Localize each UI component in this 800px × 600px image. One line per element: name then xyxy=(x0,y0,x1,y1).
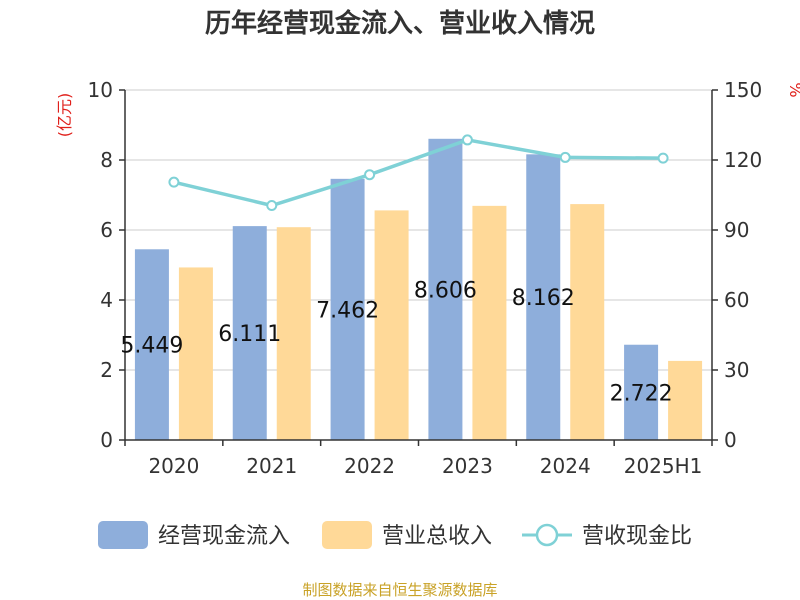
left-tick-label-3: 6 xyxy=(100,218,113,242)
bar-cash-inflow-2021 xyxy=(232,226,267,440)
ratio-point-2025H1 xyxy=(657,152,669,164)
x-tick-label-2021: 2021 xyxy=(246,454,297,478)
legend: 经营现金流入 营业总收入 营收现金比 xyxy=(98,521,692,549)
chart-title: 历年经营现金流入、营业收入情况 xyxy=(205,8,595,39)
data-labels: 5.449 6.111 7.462 8.606 8.162 2.722 xyxy=(120,278,672,406)
x-tick-label-2023: 2023 xyxy=(442,454,493,478)
bar-revenue-2024 xyxy=(570,204,605,440)
legend-swatch-cash-inflow xyxy=(98,521,148,549)
left-axis-unit: (亿元) xyxy=(55,93,74,138)
bar-cash-inflow-2025H1 xyxy=(624,344,659,440)
ratio-polyline xyxy=(173,138,664,208)
bar-revenue-2022 xyxy=(374,210,409,440)
legend-label-revenue: 营业总收入 xyxy=(382,524,492,549)
ratio-point-2021 xyxy=(266,200,278,211)
left-tick-label-4: 8 xyxy=(100,148,113,172)
data-label-2025H1: 2.722 xyxy=(610,381,673,406)
bar-revenue-2023 xyxy=(472,205,507,440)
legend-swatch-revenue xyxy=(322,521,372,549)
right-tick-label-3: 90 xyxy=(724,218,749,242)
ratio-point-2020 xyxy=(168,176,180,188)
legend-label-cash-inflow: 经营现金流入 xyxy=(158,524,290,549)
bar-cash-inflow-2024 xyxy=(526,154,561,440)
left-tick-label-0: 0 xyxy=(100,428,113,452)
data-label-2020: 5.449 xyxy=(120,334,183,359)
right-axis-unit: % xyxy=(786,82,800,97)
bar-cash-inflow-2023 xyxy=(428,138,463,441)
bar-revenue-2021 xyxy=(276,227,311,440)
gridlines xyxy=(125,89,712,371)
left-tick-label-5: 10 xyxy=(88,78,113,102)
right-tick-label-1: 30 xyxy=(724,358,749,382)
data-label-2023: 8.606 xyxy=(414,278,477,303)
x-tick-label-2022: 2022 xyxy=(344,454,395,478)
right-tick-label-4: 120 xyxy=(724,148,762,172)
ratio-point-2022 xyxy=(364,169,376,181)
x-tick-label-2025H1: 2025H1 xyxy=(624,454,703,478)
data-label-2022: 7.462 xyxy=(316,298,379,323)
ratio-point-2023 xyxy=(461,134,473,146)
x-tick-label-2024: 2024 xyxy=(540,454,591,478)
axes: 0 2 4 6 8 10 0 30 60 90 120 150 2020 2021 2022 2023 2024… xyxy=(88,78,763,478)
x-tick-label-2020: 2020 xyxy=(148,454,199,478)
source-note: 制图数据来自恒生聚源数据库 xyxy=(302,581,497,599)
legend-label-ratio: 营收现金比 xyxy=(582,524,692,549)
data-label-2021: 6.111 xyxy=(218,322,281,347)
left-tick-label-2: 4 xyxy=(100,288,113,312)
ratio-line xyxy=(168,134,669,211)
left-tick-label-1: 2 xyxy=(100,358,113,382)
right-tick-label-0: 0 xyxy=(724,428,737,452)
bar-revenue-2020 xyxy=(178,267,213,440)
bars xyxy=(134,138,703,441)
legend-marker-ratio xyxy=(535,523,559,547)
data-label-2024: 8.162 xyxy=(512,286,575,311)
bar-cash-inflow-2020 xyxy=(134,249,169,440)
ratio-point-2024 xyxy=(559,151,571,163)
right-tick-label-5: 150 xyxy=(724,78,762,102)
bar-revenue-2025H1 xyxy=(668,360,703,440)
right-tick-label-2: 60 xyxy=(724,288,749,312)
bar-cash-inflow-2022 xyxy=(330,178,365,440)
